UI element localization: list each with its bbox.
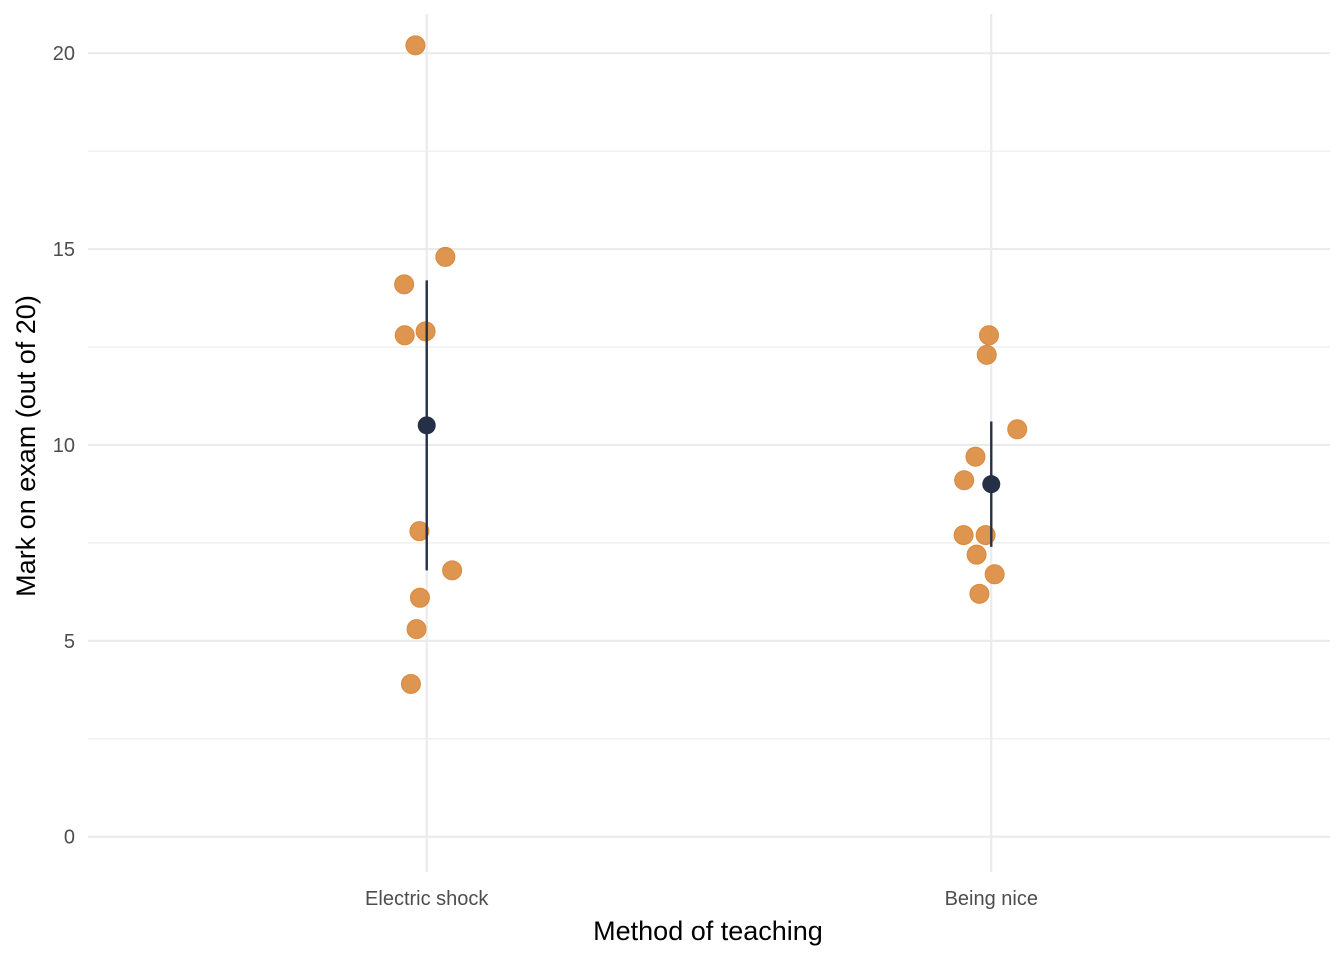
- data-point: [979, 325, 1000, 346]
- x-axis-tick-labels: Electric shock Being nice: [365, 888, 1038, 910]
- data-point: [966, 544, 987, 565]
- data-point: [394, 325, 415, 346]
- mean-point: [417, 416, 436, 435]
- mean-point: [982, 475, 1001, 494]
- data-point: [409, 521, 430, 542]
- x-tick-label: Electric shock: [365, 888, 489, 910]
- y-tick-label: 0: [64, 827, 75, 849]
- y-tick-label: 20: [53, 43, 75, 65]
- data-point: [394, 274, 415, 295]
- y-axis-title: Mark on exam (out of 20): [11, 295, 41, 597]
- data-point: [953, 525, 974, 546]
- data-point: [406, 619, 427, 640]
- data-point: [965, 446, 986, 467]
- data-points: [394, 35, 1028, 694]
- data-point: [435, 246, 456, 267]
- data-point: [442, 560, 463, 581]
- summary-markers: [417, 280, 1001, 571]
- y-tick-label: 10: [53, 435, 75, 457]
- data-point: [409, 587, 430, 608]
- data-point: [405, 35, 426, 56]
- data-point: [954, 470, 975, 491]
- data-point: [400, 673, 421, 694]
- data-point: [969, 583, 990, 604]
- data-point: [984, 564, 1005, 585]
- x-tick-label: Being nice: [945, 888, 1038, 910]
- grid-lines: [88, 14, 1330, 872]
- y-axis-tick-labels: 0 5 10 15 20: [53, 43, 75, 849]
- x-axis-title: Method of teaching: [593, 916, 823, 946]
- y-tick-label: 15: [53, 239, 75, 261]
- data-point: [1007, 419, 1028, 440]
- y-tick-label: 5: [64, 631, 75, 653]
- data-point: [976, 344, 997, 365]
